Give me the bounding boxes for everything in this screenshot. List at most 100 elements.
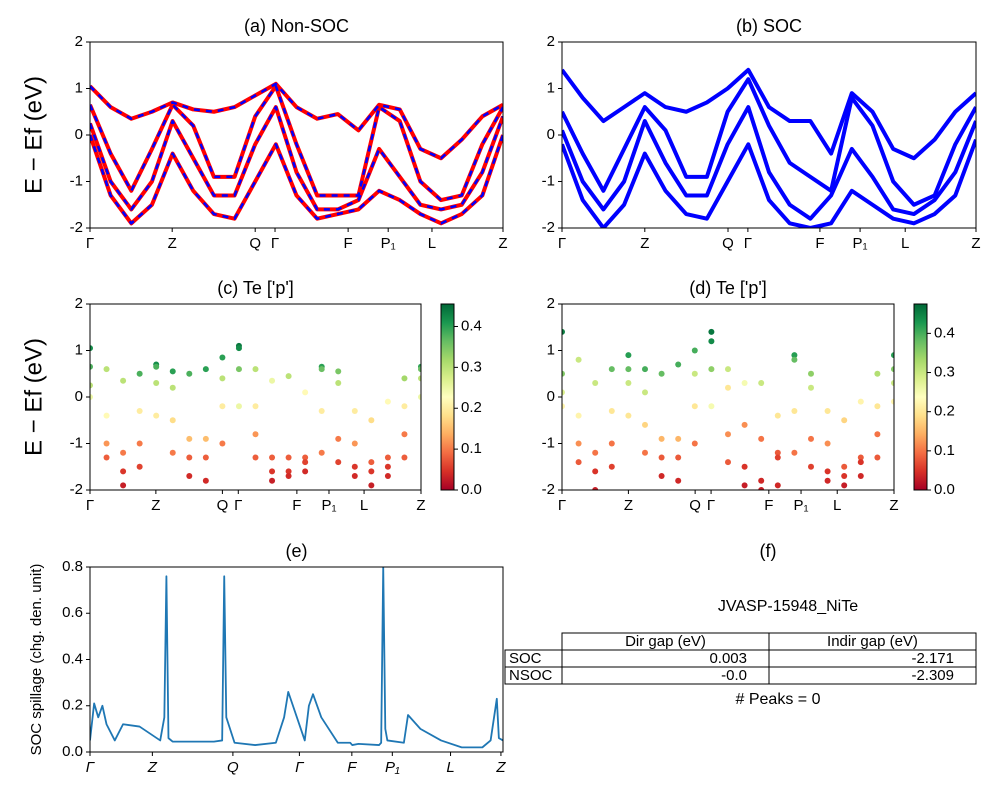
projection-point (384, 473, 391, 480)
y-tick-label: -1 (70, 172, 83, 189)
x-tick-label: Z (495, 759, 506, 776)
axes-frame (89, 566, 504, 753)
projection-point (741, 380, 748, 387)
projection-point (120, 468, 127, 475)
projection-point (285, 454, 292, 461)
x-tick-label: F (344, 235, 353, 252)
table-cell (768, 666, 977, 685)
projection-point (335, 435, 342, 442)
x-tick-label: Γ (86, 497, 94, 514)
projection-point (219, 354, 226, 361)
x-tick-label: Q (689, 497, 701, 514)
projection-point (824, 468, 831, 475)
projection-point (351, 463, 358, 470)
projection-point (90, 394, 93, 400)
table-value: -0.0 (721, 667, 747, 684)
plot-area (562, 328, 894, 490)
y-tick-label: -2 (542, 219, 555, 236)
projection-point (103, 440, 110, 447)
projection-point (691, 370, 698, 377)
projection-point (120, 377, 127, 384)
projection-point (741, 421, 748, 428)
projection-point (186, 370, 193, 377)
x-tick-label: Γ (234, 497, 242, 514)
x-tick-label: Z (151, 497, 160, 514)
projection-point (318, 366, 325, 373)
projection-point (384, 463, 391, 470)
panel-title: (a) Non-SOC (244, 16, 349, 36)
projection-point (725, 459, 731, 466)
projection-point (691, 347, 698, 354)
axes-frame (561, 41, 977, 229)
axes-frame (89, 303, 422, 491)
projection-point (219, 403, 226, 410)
projection-point (103, 366, 110, 373)
projection-point (708, 366, 715, 373)
plot-area (562, 67, 976, 228)
projection-point (891, 352, 894, 359)
axes-frame (89, 41, 504, 229)
projection-point (841, 463, 848, 470)
projection-point (808, 384, 814, 391)
x-tick-label: Γ (558, 497, 566, 514)
projection-point (401, 454, 408, 461)
projection-point (741, 482, 748, 489)
x-tick-label: Γ (707, 497, 715, 514)
y-tick-label: 1 (547, 79, 555, 96)
projection-point (758, 487, 765, 490)
projection-point (235, 403, 242, 410)
projection-point (725, 366, 731, 373)
projection-point (418, 394, 421, 400)
plot-area (90, 567, 503, 749)
projection-point (725, 431, 731, 438)
projection-point (252, 366, 259, 373)
y-tick-label: 0 (75, 126, 83, 143)
projection-point (219, 375, 226, 382)
projection-point (269, 377, 276, 384)
projection-point (808, 463, 814, 470)
projection-point (891, 366, 894, 373)
projection-point (401, 375, 408, 382)
projection-point (186, 473, 193, 480)
colorbar (440, 303, 455, 491)
projection-point (608, 366, 615, 373)
projection-point (136, 440, 143, 447)
band-line (562, 138, 976, 228)
projection-point (741, 463, 748, 470)
projection-point (136, 407, 143, 414)
projection-point (625, 352, 632, 359)
band-line (90, 82, 503, 160)
projection-point (103, 412, 110, 419)
projection-point (153, 363, 160, 370)
x-tick-label: Z (640, 235, 649, 252)
projection-point (658, 454, 665, 461)
projection-point (774, 449, 781, 456)
table-note: # Peaks = 0 (736, 691, 821, 708)
projection-point (874, 403, 881, 410)
projection-point (186, 435, 193, 442)
projection-point (401, 403, 408, 410)
y-tick-label: 2 (75, 295, 83, 312)
x-tick-label: P₁ (381, 235, 396, 252)
y-axis-label: SOC spillage (chg. den. unit) (28, 564, 45, 756)
projection-point (401, 431, 408, 438)
projection-point (874, 370, 881, 377)
colorbar-tick-label: 0.2 (461, 399, 482, 416)
x-tick-label: F (347, 759, 357, 776)
projection-point (625, 366, 632, 373)
colorbar-tick-label: 0.4 (461, 317, 482, 334)
projection-point (625, 380, 632, 387)
row-header: NSOC (509, 667, 553, 684)
projection-point (824, 407, 831, 414)
colorbar-tick-label: 0.2 (934, 403, 955, 420)
y-tick-label: -1 (70, 434, 83, 451)
projection-point (302, 468, 309, 475)
band-line (90, 84, 503, 202)
x-tick-label: Q (249, 235, 261, 252)
projection-point (103, 454, 110, 461)
projection-point (368, 468, 375, 475)
x-tick-label: P₁ (385, 759, 400, 776)
projection-point (592, 380, 599, 387)
x-tick-label: Γ (271, 235, 279, 252)
y-tick-label: -2 (70, 481, 83, 498)
